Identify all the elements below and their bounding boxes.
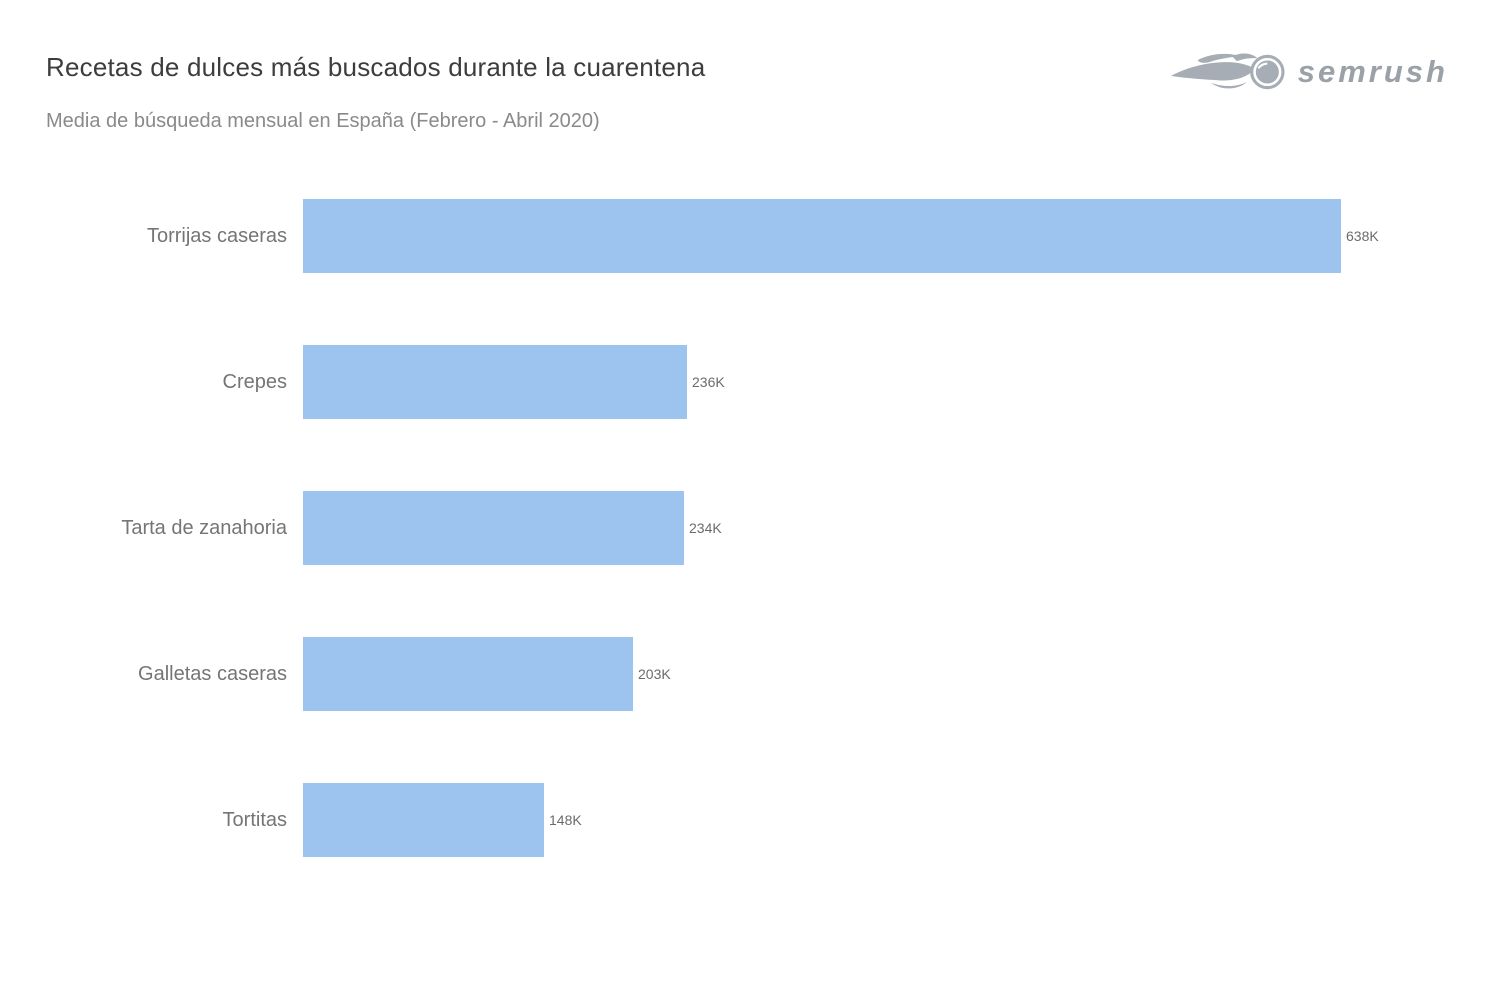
value-label: 234K — [689, 520, 722, 536]
value-label: 203K — [638, 666, 671, 682]
semrush-logo-text: semrush — [1297, 53, 1448, 89]
category-label: Tarta de zanahoria — [121, 516, 287, 539]
bar-area: 148K — [287, 783, 1496, 857]
bar-row: Crepes 236K — [0, 309, 1496, 455]
page-subtitle: Media de búsqueda mensual en España (Feb… — [46, 110, 600, 132]
bar — [303, 783, 544, 857]
value-label: 148K — [549, 812, 582, 828]
bar-area: 234K — [287, 491, 1496, 565]
bar-row: Torrijas caseras 638K — [0, 163, 1496, 309]
bar-chart: Torrijas caseras 638K Crepes 236K Tarta de z… — [0, 163, 1496, 893]
bar-row: Tortitas 148K — [0, 747, 1496, 893]
bar — [303, 637, 633, 711]
category-label: Torrijas caseras — [146, 224, 287, 247]
bar-area: 638K — [287, 199, 1496, 273]
category-label: Crepes — [222, 370, 287, 393]
bar — [303, 345, 687, 419]
category-label: Galletas caseras — [138, 662, 287, 685]
bar-area: 203K — [287, 637, 1496, 711]
bar — [303, 199, 1341, 273]
chart-header: Recetas de dulces más buscados durante l… — [46, 52, 1450, 133]
bar — [303, 491, 684, 565]
category-label: Tortitas — [222, 808, 287, 831]
bar-row: Tarta de zanahoria 234K — [0, 455, 1496, 601]
bar-area: 236K — [287, 345, 1496, 419]
value-label: 236K — [692, 374, 725, 390]
bar-row: Galletas caseras 203K — [0, 601, 1496, 747]
value-label: 638K — [1346, 228, 1379, 244]
semrush-logo: semrush — [1170, 50, 1448, 94]
semrush-flame-icon — [1170, 53, 1285, 90]
page-title: Recetas de dulces más buscados durante l… — [46, 52, 706, 82]
